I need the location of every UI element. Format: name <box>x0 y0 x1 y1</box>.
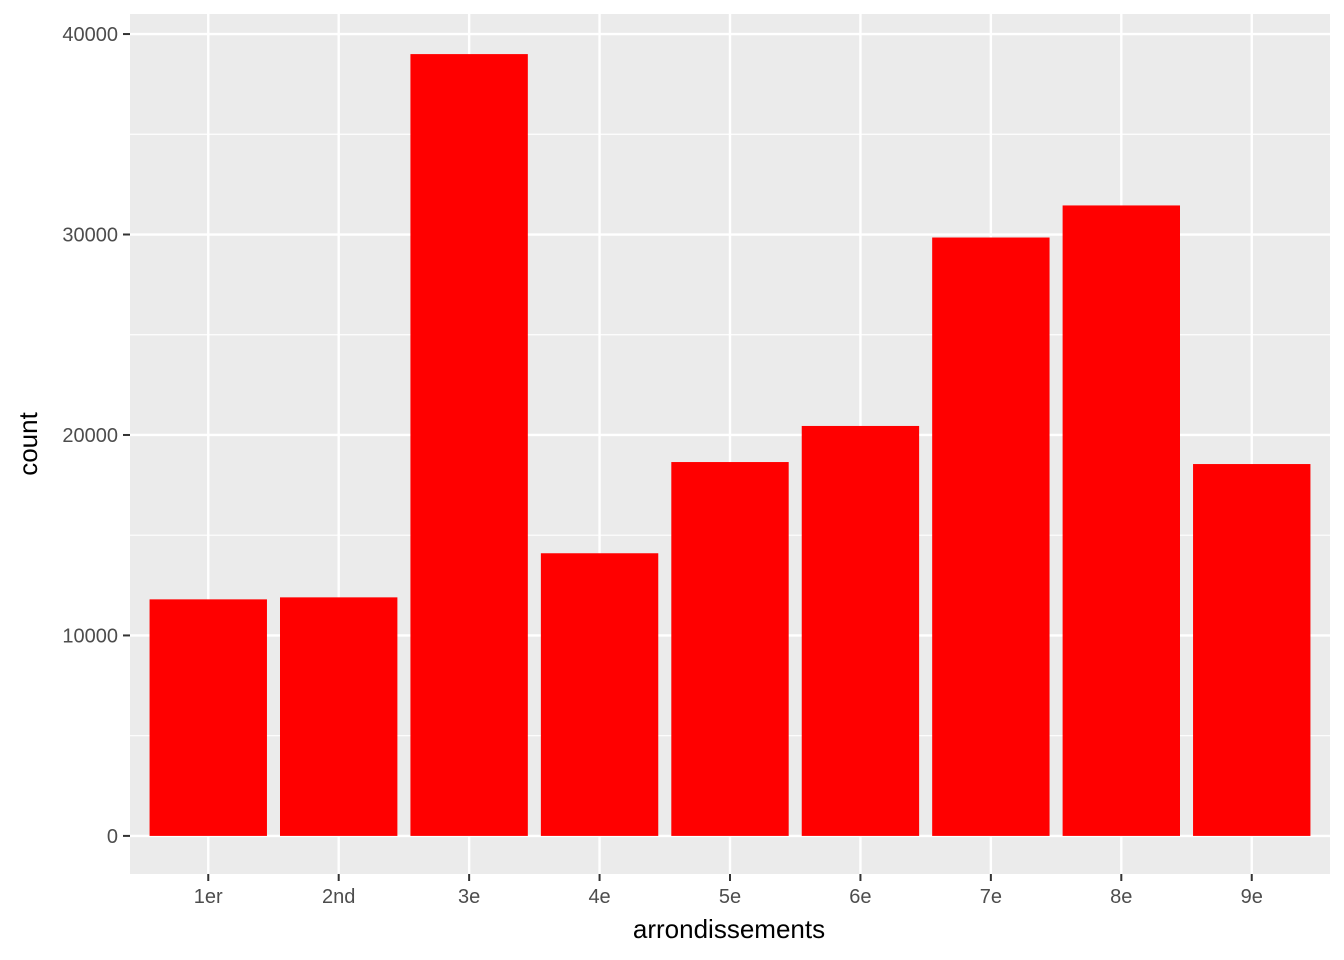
y-tick-label: 30000 <box>62 225 118 247</box>
bar-9e <box>1193 464 1311 836</box>
x-tick-label: 6e <box>849 886 871 908</box>
y-axis: 0 10000 20000 30000 40000 <box>62 24 130 848</box>
bar-1er <box>149 599 267 836</box>
x-tick-label: 7e <box>980 886 1002 908</box>
x-tick-label: 4e <box>588 886 610 908</box>
x-tick-label: 5e <box>719 886 741 908</box>
bar-6e <box>801 425 920 836</box>
bar-7e <box>932 237 1050 836</box>
y-axis-title: count <box>13 411 43 475</box>
x-tick-label: 1er <box>194 886 223 908</box>
bars <box>149 54 1311 836</box>
x-axis: 1er 2nd 3e 4e 5e 6e 7e 8e 9e <box>194 874 1263 908</box>
x-tick-label: 2nd <box>322 886 355 908</box>
y-tick-label: 20000 <box>62 425 118 447</box>
bar-3e <box>410 54 528 836</box>
y-tick-label: 40000 <box>62 24 118 46</box>
x-tick-label: 3e <box>458 886 480 908</box>
x-axis-title: arrondissements <box>633 914 825 944</box>
y-tick-label: 0 <box>107 826 118 848</box>
y-tick-label: 10000 <box>62 625 118 647</box>
bar-4e <box>540 553 659 836</box>
bar-2nd <box>280 597 398 836</box>
bar-5e <box>671 462 789 836</box>
x-tick-label: 8e <box>1110 886 1132 908</box>
x-tick-label: 9e <box>1241 886 1263 908</box>
bar-8e <box>1062 205 1180 836</box>
